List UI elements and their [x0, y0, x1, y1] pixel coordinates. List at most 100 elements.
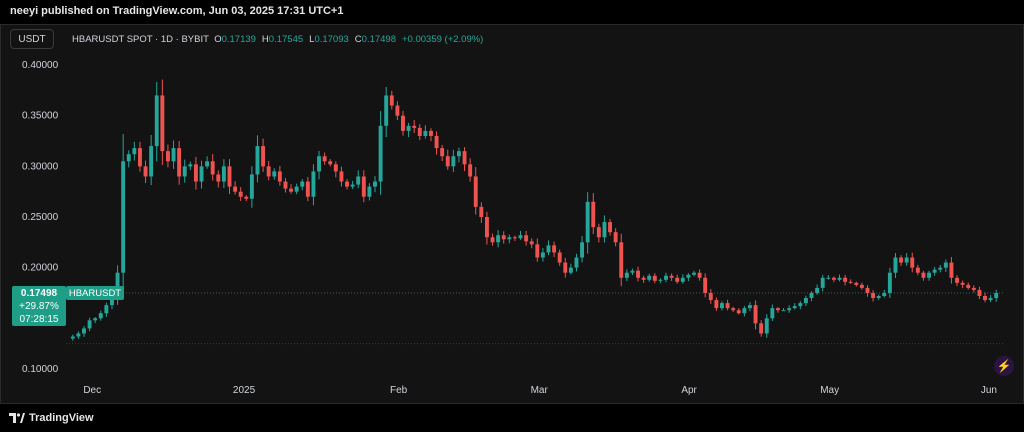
candle-body: [199, 166, 204, 182]
candle-body: [188, 164, 193, 167]
candle-body: [289, 188, 294, 192]
publish-info: neeyi published on TradingView.com, Jun …: [10, 5, 344, 17]
candle-body: [126, 154, 131, 162]
brand-name: TradingView: [29, 412, 94, 424]
candle-body: [322, 156, 327, 162]
candle-body: [193, 164, 198, 182]
close-value: 0.17498: [361, 34, 396, 45]
candle-body: [781, 310, 786, 312]
candle-body: [921, 272, 926, 278]
chart-frame: [0, 24, 1024, 404]
candle-body: [619, 242, 624, 278]
candle-body: [507, 237, 512, 240]
candle-body: [826, 277, 831, 279]
badge-change: +29.87%: [19, 301, 59, 312]
candle-body: [636, 270, 640, 278]
candle-body: [378, 125, 383, 182]
x-tick-label: May: [820, 385, 839, 396]
candle-body: [87, 320, 92, 329]
x-tick-label: Feb: [390, 385, 408, 396]
candle-body: [641, 277, 646, 280]
candle-body: [680, 277, 685, 282]
footer: [0, 404, 1024, 432]
candle-body: [417, 127, 422, 136]
candle-body: [160, 95, 165, 152]
candle-body: [121, 161, 126, 273]
candle-body: [440, 148, 445, 157]
candle-body: [535, 244, 540, 258]
symbol-info[interactable]: HBARUSDT SPOT · 1D · BYBIT: [72, 34, 209, 45]
candle-body: [473, 176, 478, 207]
candle-body: [960, 282, 965, 285]
candle-body: [462, 151, 467, 165]
candle-body: [328, 161, 333, 165]
x-tick-label: Mar: [531, 385, 549, 396]
candle-body: [227, 166, 232, 187]
candle-body: [753, 305, 758, 324]
candle-body: [882, 292, 887, 297]
y-tick-label: 0.25000: [22, 212, 59, 223]
candle-body: [468, 164, 473, 177]
candle-body: [652, 275, 657, 281]
candle-body: [876, 296, 881, 299]
candle-body: [736, 310, 741, 314]
candle-body: [216, 174, 221, 182]
candle-body: [384, 95, 389, 126]
candle-body: [512, 237, 517, 239]
candle-body: [361, 176, 366, 197]
x-tick-label: Apr: [681, 385, 697, 396]
candle-body: [244, 196, 249, 199]
candle-body: [70, 336, 75, 339]
candle-body: [994, 292, 999, 299]
tradingview-logo[interactable]: TradingView: [9, 412, 94, 424]
candle-body: [943, 262, 948, 268]
candle-body: [76, 333, 81, 337]
candle-body: [317, 156, 321, 172]
candle-body: [938, 267, 943, 270]
candle-body: [110, 298, 114, 306]
high-value: 0.17545: [268, 34, 304, 45]
candle-body: [775, 308, 780, 311]
candle-body: [389, 95, 394, 106]
high-label: H: [261, 34, 269, 45]
candle-body: [552, 245, 557, 253]
candle-body: [177, 148, 182, 177]
candle-body: [977, 289, 982, 297]
candle-body: [748, 305, 752, 309]
candle-body: [518, 235, 523, 239]
candle-body: [546, 245, 551, 253]
lightning-icon[interactable]: ⚡: [994, 356, 1014, 376]
candle-body: [580, 242, 585, 258]
candle-body: [143, 166, 148, 177]
candle-body: [137, 148, 142, 167]
candle-body: [703, 277, 708, 293]
candle-body: [255, 146, 260, 175]
candle-body: [501, 235, 506, 240]
candle-body: [630, 270, 635, 273]
candle-body: [300, 181, 305, 187]
price-chart[interactable]: 0.40000 0.35000 0.30000 0.25000 0.20000 0.100…: [0, 24, 1024, 404]
candle-body: [854, 282, 859, 285]
candle-body: [221, 166, 226, 182]
candle-body: [759, 323, 764, 334]
symbol-badge: [66, 285, 124, 300]
candle-body: [871, 292, 876, 299]
candle-body: [429, 130, 433, 136]
candle-body: [955, 277, 959, 283]
candle-body: [451, 156, 456, 167]
candle-body: [350, 184, 355, 187]
candle-body: [596, 227, 601, 238]
candle-body: [893, 257, 898, 273]
candle-body: [865, 287, 870, 293]
candle-body: [899, 257, 904, 263]
candle-body: [401, 115, 405, 131]
candle-body: [725, 303, 730, 309]
currency-button[interactable]: USDT: [10, 29, 54, 49]
candle-body: [675, 277, 680, 282]
price-badge: [12, 285, 66, 326]
candle-body: [647, 275, 652, 280]
candle-body: [305, 181, 310, 197]
candle-body: [445, 156, 450, 167]
candle-body: [82, 328, 86, 334]
low-value: 0.17093: [314, 34, 349, 45]
